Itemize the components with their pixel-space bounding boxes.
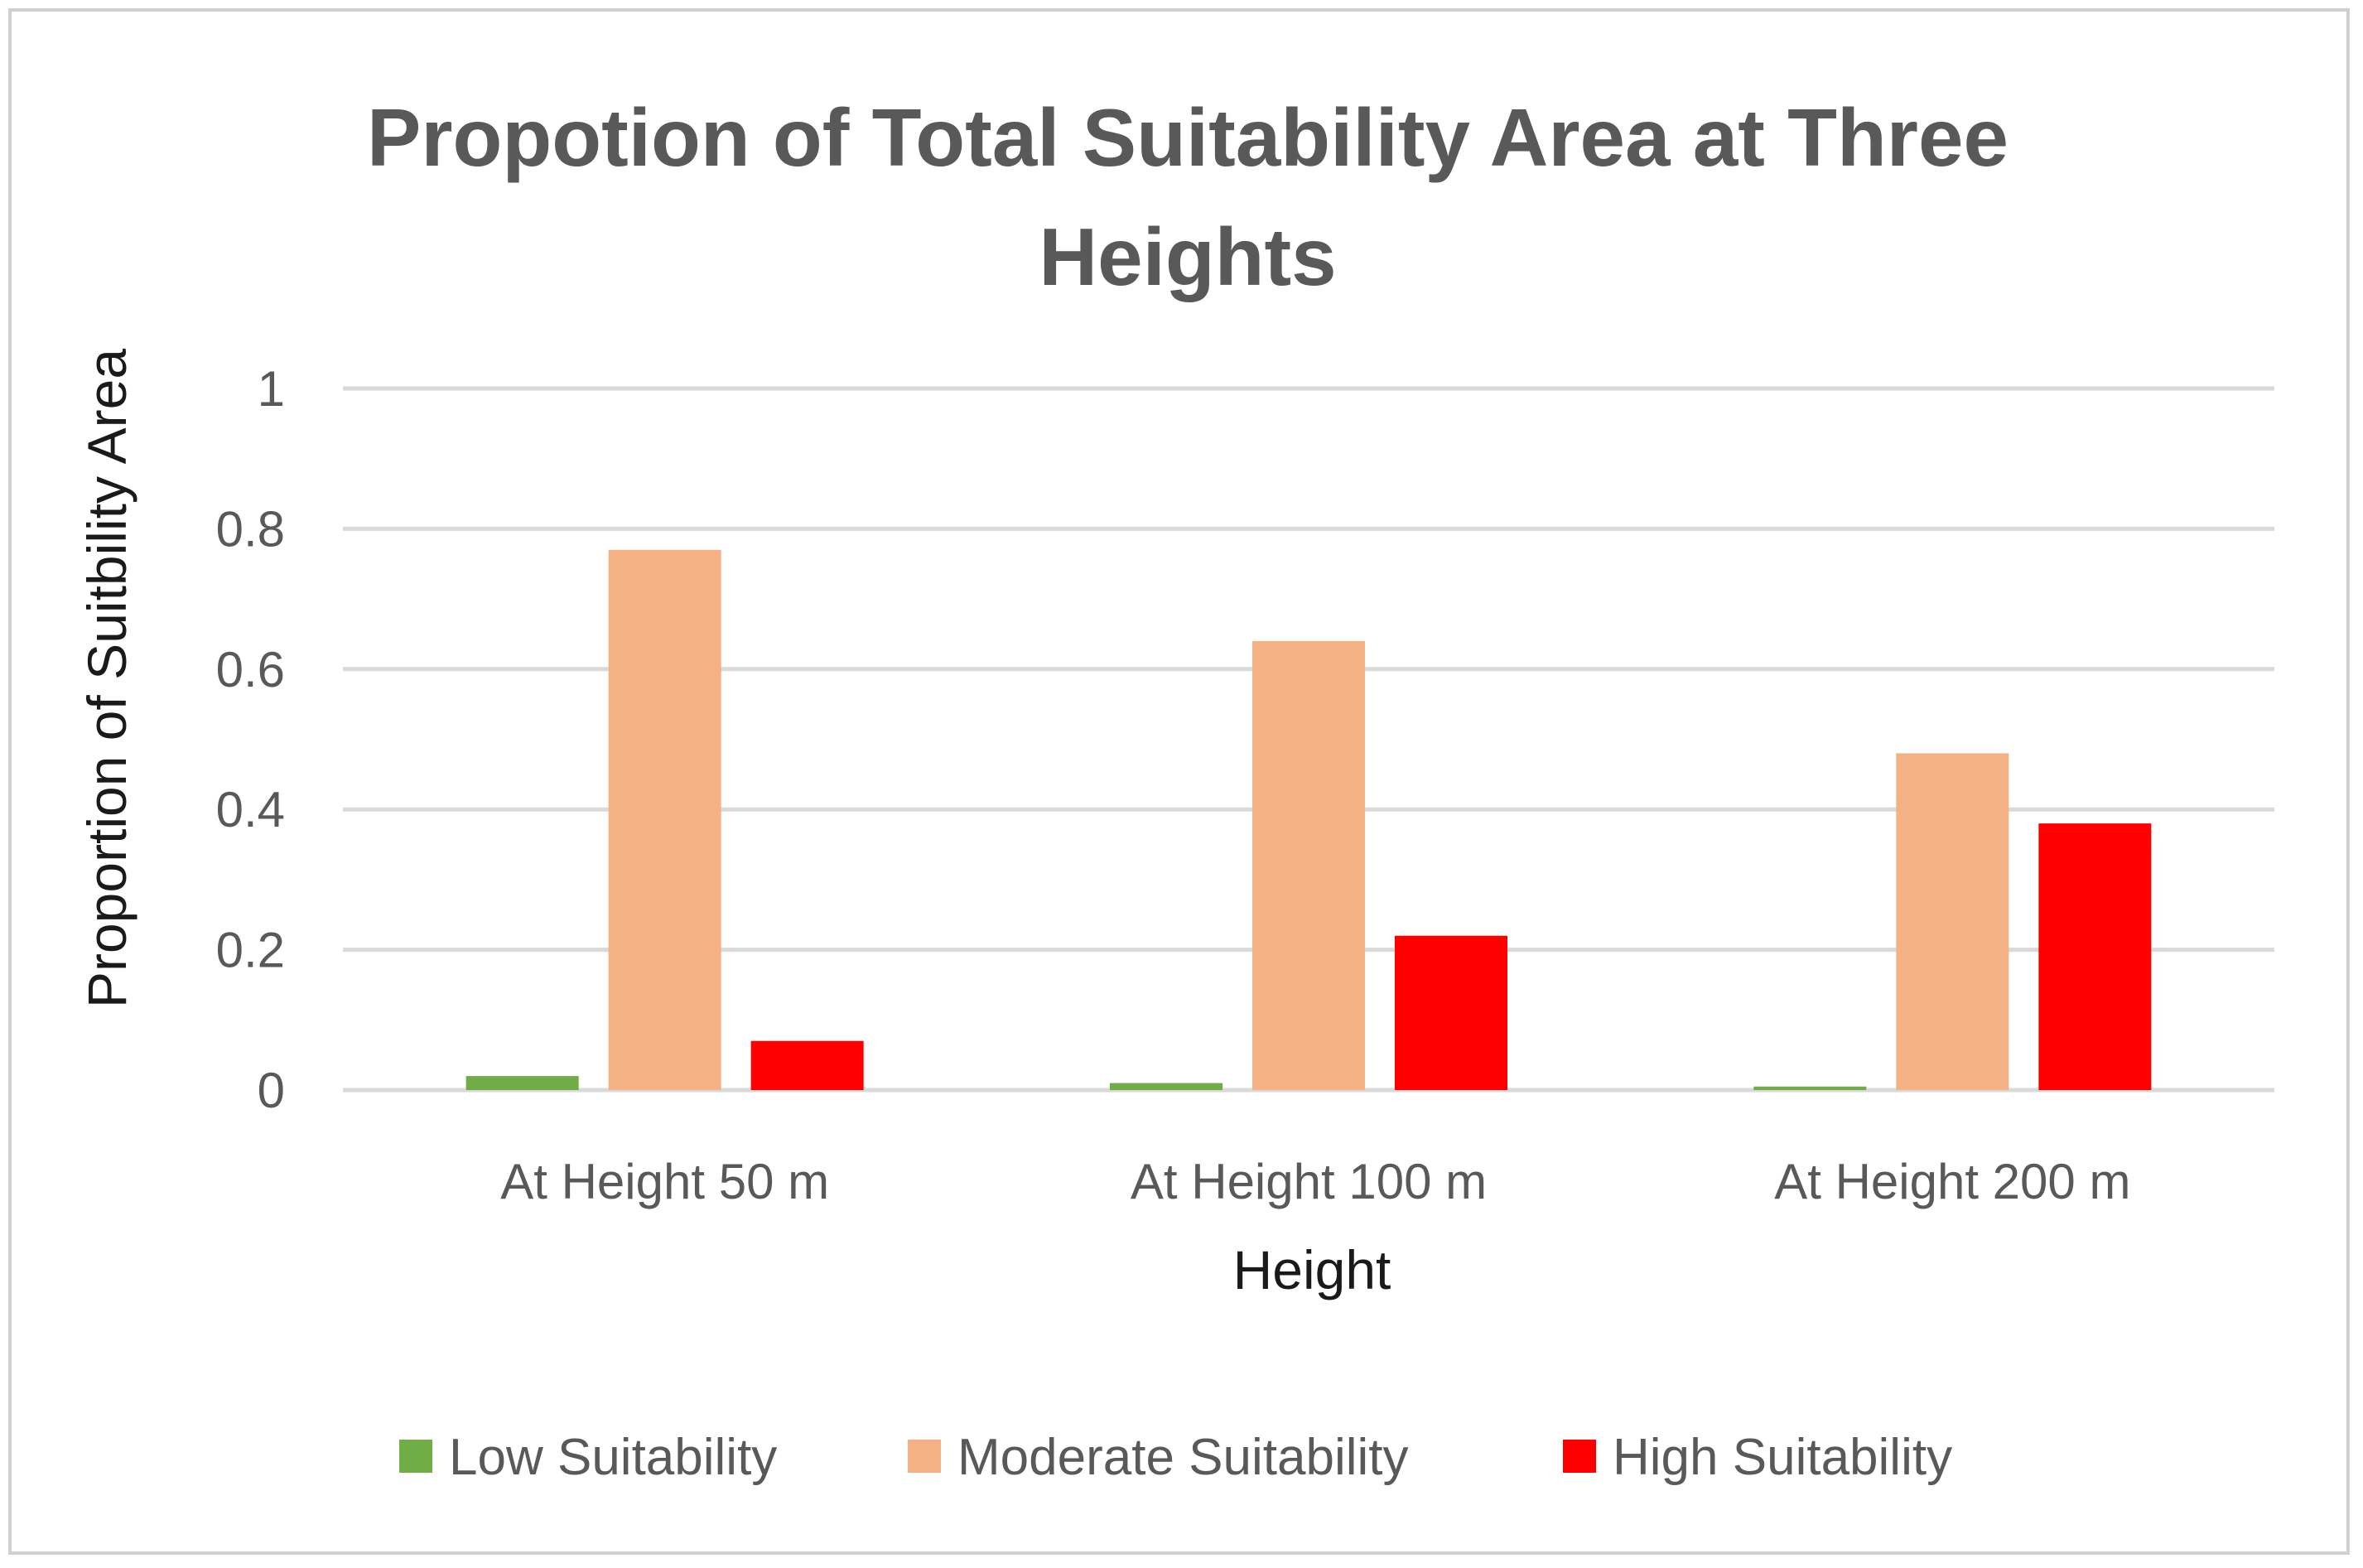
bar bbox=[1896, 753, 2009, 1090]
bar-chart: Propotion of Total Suitability Area at T… bbox=[76, 92, 2274, 1486]
x-tick-label: At Height 100 m bbox=[1131, 1154, 1487, 1209]
y-tick-label: 0.4 bbox=[216, 782, 285, 837]
y-tick-label: 0 bbox=[258, 1063, 285, 1118]
chart-title: Propotion of Total Suitability Area at T… bbox=[367, 92, 2009, 302]
legend-swatch bbox=[1563, 1440, 1596, 1473]
y-axis-title: Proportion of Suitbility Area bbox=[76, 349, 137, 1008]
legend: Low Suitability Moderate Suitability High … bbox=[399, 1429, 1952, 1486]
bar bbox=[1252, 640, 1365, 1090]
y-axis-ticks: 0 0.2 0.4 0.6 0.8 1 bbox=[216, 361, 285, 1118]
bar bbox=[750, 1040, 864, 1090]
x-tick-label: At Height 50 m bbox=[500, 1154, 829, 1209]
chart-title-line-2: Heights bbox=[1039, 211, 1336, 302]
bar bbox=[465, 1076, 579, 1090]
y-tick-label: 0.8 bbox=[216, 501, 285, 557]
bar bbox=[608, 549, 721, 1090]
x-tick-label: At Height 200 m bbox=[1774, 1154, 2130, 1209]
x-axis-ticks: At Height 50 m At Height 100 m At Height 2… bbox=[500, 1154, 2130, 1209]
legend-swatch bbox=[908, 1440, 941, 1473]
bar bbox=[1110, 1083, 1222, 1090]
legend-swatch bbox=[399, 1440, 432, 1473]
legend-label: Moderate Suitability bbox=[957, 1429, 1409, 1486]
bars bbox=[465, 549, 2152, 1090]
y-tick-label: 1 bbox=[258, 361, 285, 417]
bar bbox=[1395, 935, 1507, 1090]
legend-label: Low Suitability bbox=[449, 1429, 777, 1486]
legend-label: High Suitability bbox=[1613, 1429, 1952, 1486]
bar bbox=[1753, 1086, 1867, 1090]
x-axis-title: Height bbox=[1233, 1239, 1391, 1300]
chart-frame: Propotion of Total Suitability Area at T… bbox=[8, 8, 2350, 1555]
chart-title-line-1: Propotion of Total Suitability Area at T… bbox=[367, 92, 2009, 183]
y-tick-label: 0.2 bbox=[216, 923, 285, 978]
y-tick-label: 0.6 bbox=[216, 642, 285, 697]
bar bbox=[2038, 823, 2152, 1090]
